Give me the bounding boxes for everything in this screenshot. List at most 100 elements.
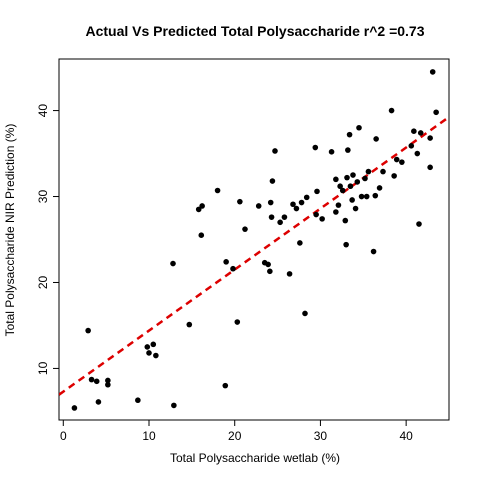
data-point	[391, 173, 397, 179]
data-point	[171, 402, 177, 409]
x-axis-label: Total Polysaccharide wetlab (%)	[170, 451, 340, 465]
x-tick-label: 0	[60, 429, 67, 443]
y-tick-label: 20	[36, 275, 50, 289]
data-point	[352, 205, 359, 212]
data-point	[358, 193, 365, 200]
data-point	[272, 148, 278, 154]
data-point	[344, 174, 350, 181]
data-point	[298, 199, 305, 206]
data-point	[427, 135, 433, 141]
fit-line-layer	[59, 115, 449, 396]
data-point	[312, 144, 319, 151]
data-point	[347, 183, 354, 190]
data-point	[237, 198, 243, 205]
data-point	[297, 240, 303, 246]
data-point	[393, 156, 400, 163]
data-point	[370, 248, 377, 255]
data-point	[290, 201, 296, 208]
data-point	[354, 179, 361, 185]
data-point	[376, 185, 383, 191]
data-point	[339, 187, 346, 194]
fit-line	[59, 115, 449, 396]
x-axis: 0 10 20 30 40	[60, 420, 413, 443]
x-tick-label: 20	[228, 429, 242, 443]
data-point	[373, 136, 379, 142]
data-point	[337, 183, 343, 190]
data-point	[255, 203, 262, 209]
data-point	[342, 217, 349, 224]
data-point	[333, 209, 339, 215]
data-point	[416, 221, 422, 227]
data-point	[150, 341, 157, 348]
data-point	[135, 397, 141, 404]
plot-frame	[58, 58, 450, 421]
data-point	[362, 175, 368, 182]
data-point	[88, 376, 95, 383]
data-point	[230, 265, 236, 272]
data-point	[302, 310, 308, 317]
data-point	[268, 214, 275, 220]
data-point	[319, 216, 325, 222]
data-point	[199, 203, 205, 209]
data-point	[429, 69, 436, 75]
data-point	[399, 159, 405, 165]
data-point	[345, 147, 351, 153]
data-point	[356, 124, 362, 131]
data-point	[198, 232, 205, 239]
data-point	[269, 178, 276, 184]
data-point	[223, 259, 229, 265]
data-point	[222, 382, 229, 389]
chart-title: Actual Vs Predicted Total Polysaccharide…	[85, 23, 424, 39]
data-point	[408, 143, 415, 149]
y-tick-label: 40	[36, 104, 50, 118]
data-point	[144, 344, 151, 350]
data-point	[95, 399, 102, 405]
data-point	[170, 260, 176, 267]
data-point	[313, 211, 319, 218]
data-point	[314, 188, 320, 195]
data-point	[93, 378, 100, 385]
data-point	[105, 377, 111, 384]
data-point	[333, 176, 339, 183]
data-point	[242, 226, 248, 232]
data-point	[277, 219, 283, 226]
data-point	[186, 321, 193, 328]
data-point	[349, 197, 355, 203]
data-point	[146, 350, 152, 356]
data-point	[328, 149, 335, 155]
data-point	[234, 319, 241, 325]
data-point	[411, 128, 417, 134]
data-point	[346, 131, 353, 138]
x-tick-label: 10	[142, 429, 156, 443]
data-point	[433, 109, 439, 116]
data-point	[293, 205, 300, 212]
x-tick-label: 30	[314, 429, 328, 443]
data-point	[267, 268, 273, 275]
data-point	[365, 168, 372, 175]
data-point	[363, 193, 370, 200]
data-point	[388, 107, 395, 114]
x-tick-label: 40	[399, 429, 413, 443]
data-point	[414, 150, 421, 157]
plot-area	[58, 58, 450, 421]
data-point	[153, 352, 159, 359]
data-point	[214, 187, 221, 194]
data-points	[71, 69, 439, 411]
data-point	[85, 327, 91, 334]
data-point	[267, 199, 274, 206]
y-tick-label: 10	[36, 361, 50, 375]
data-point	[380, 168, 386, 175]
y-tick-label: 30	[36, 190, 50, 204]
data-point	[350, 172, 356, 178]
data-point	[427, 164, 433, 171]
data-point	[281, 214, 288, 220]
data-point	[71, 405, 78, 411]
data-point	[335, 202, 342, 208]
data-point	[265, 261, 271, 268]
data-point	[417, 130, 424, 136]
data-point	[195, 206, 202, 213]
y-axis-label: Total Polysaccharide NIR Prediction (%)	[3, 124, 17, 337]
data-point	[343, 241, 349, 248]
